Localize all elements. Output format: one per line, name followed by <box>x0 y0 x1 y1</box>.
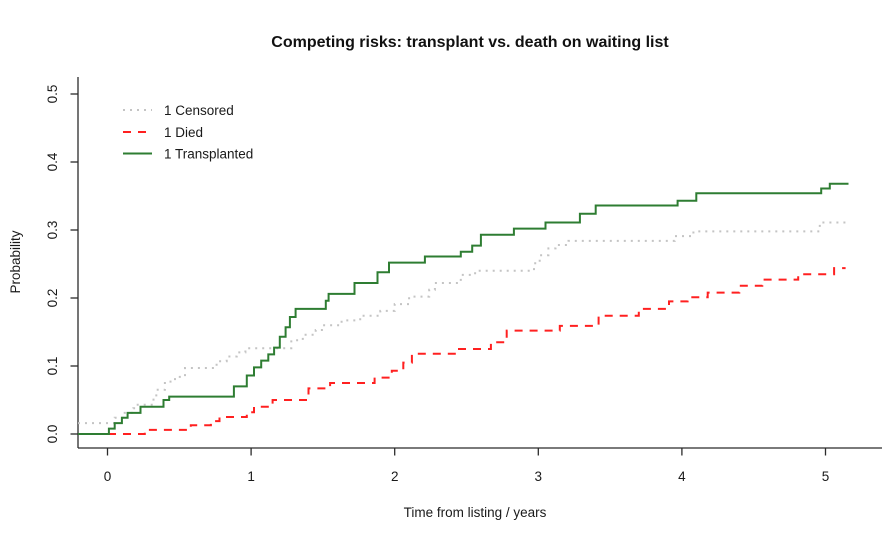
y-tick-label: 0.1 <box>45 357 60 376</box>
x-tick-label: 2 <box>391 469 399 484</box>
y-tick-label: 0.2 <box>45 289 60 308</box>
y-tick-label: 0.3 <box>45 221 60 240</box>
x-tick-label: 0 <box>104 469 112 484</box>
legend-label-censored: 1 Censored <box>164 103 234 118</box>
curves <box>78 182 849 435</box>
x-tick-label: 4 <box>678 469 686 484</box>
chart-title: Competing risks: transplant vs. death on… <box>271 34 669 51</box>
died-curve <box>78 267 846 435</box>
legend-label-transplanted: 1 Transplanted <box>164 147 253 162</box>
legend-label-died: 1 Died <box>164 125 203 140</box>
x-tick-label: 5 <box>822 469 830 484</box>
y-tick-label: 0.5 <box>45 85 60 104</box>
y-axis-label: Probability <box>8 230 23 293</box>
transplanted-curve <box>78 182 849 435</box>
axes: 0 1 2 3 4 5 0.0 0.1 0.2 0.3 0.4 0.5 <box>45 77 882 484</box>
x-tick-label: 1 <box>247 469 255 484</box>
x-axis-label: Time from listing / years <box>404 505 547 520</box>
legend: 1 Censored 1 Died 1 Transplanted <box>123 103 253 162</box>
y-tick-label: 0.0 <box>45 425 60 444</box>
x-tick-label: 3 <box>535 469 543 484</box>
y-tick-label: 0.4 <box>45 152 60 171</box>
